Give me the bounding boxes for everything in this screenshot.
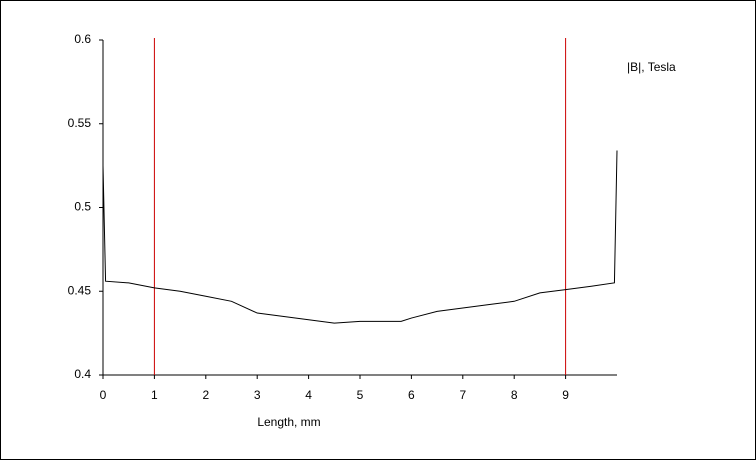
x-tick-label: 3 bbox=[254, 388, 261, 402]
data-line bbox=[102, 150, 618, 324]
x-tick-label: 2 bbox=[202, 388, 209, 402]
x-tick-label: 8 bbox=[511, 388, 518, 402]
x-tick-label: 6 bbox=[408, 388, 415, 402]
y-tick-label: 0.5 bbox=[74, 200, 91, 214]
x-tick-label: 0 bbox=[100, 388, 107, 402]
x-tick-label: 1 bbox=[151, 388, 158, 402]
y-tick-label: 0.55 bbox=[68, 116, 92, 130]
x-axis-label: Length, mm bbox=[257, 415, 320, 429]
x-tick-label: 9 bbox=[562, 388, 569, 402]
y-tick-label: 0.4 bbox=[74, 367, 91, 381]
y-tick-label: 0.45 bbox=[68, 283, 92, 297]
y-tick-label: 0.6 bbox=[74, 32, 91, 46]
x-tick-label: 7 bbox=[459, 388, 466, 402]
x-tick-label: 4 bbox=[305, 388, 312, 402]
legend-label: |B|, Tesla bbox=[627, 60, 676, 74]
x-tick-label: 5 bbox=[357, 388, 364, 402]
